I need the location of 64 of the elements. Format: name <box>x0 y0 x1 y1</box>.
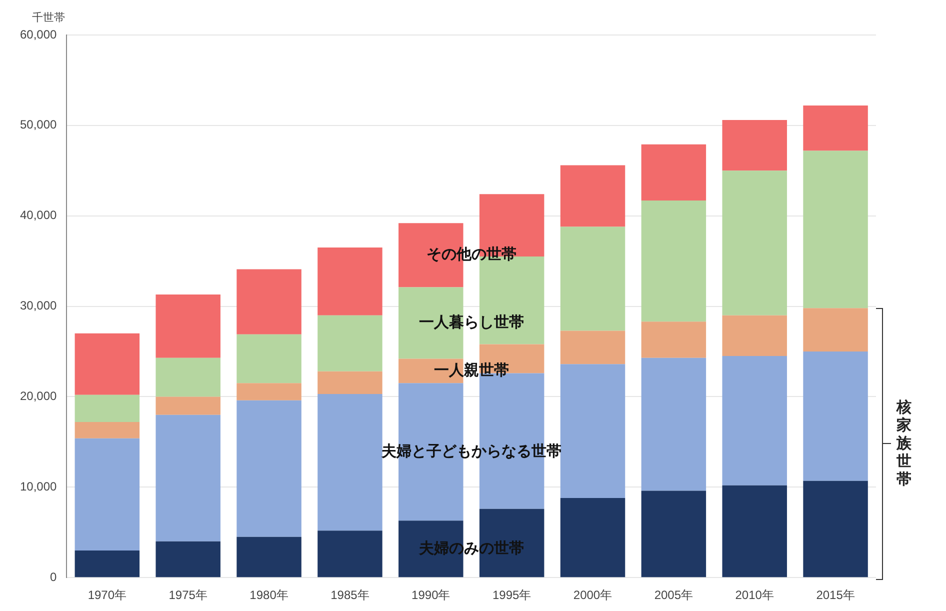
bar <box>641 144 706 200</box>
bar <box>74 438 140 550</box>
x-tick-label: 2015年 <box>816 588 855 602</box>
series-label: 一人暮らし世帯 <box>418 312 524 331</box>
x-tick-label: 2000年 <box>573 588 612 602</box>
bar <box>803 480 868 578</box>
bar <box>74 550 140 578</box>
bar <box>803 308 868 352</box>
bar <box>803 150 868 308</box>
x-tick-label: 1995年 <box>492 588 532 602</box>
bar <box>156 396 220 415</box>
bar <box>318 394 382 531</box>
x-tick-label: 1980年 <box>250 588 288 602</box>
y-axis-title: 千世帯 <box>32 10 65 24</box>
y-tick-label: 30,000 <box>20 298 58 313</box>
bar <box>74 422 140 438</box>
text: 核家族世帯 <box>896 398 912 488</box>
bar <box>641 200 706 322</box>
bar <box>560 330 626 364</box>
bar <box>641 490 706 578</box>
bar <box>479 508 544 578</box>
bar <box>722 315 787 356</box>
bar <box>318 248 382 316</box>
bar <box>156 294 220 358</box>
x-tick-label: 2005年 <box>654 588 694 602</box>
bar <box>560 364 626 498</box>
bar <box>398 358 464 384</box>
bar <box>641 322 706 358</box>
bar <box>236 400 302 537</box>
y-tick-label: 10,000 <box>20 479 58 494</box>
bar <box>560 498 626 578</box>
bar <box>803 352 868 481</box>
bar <box>560 165 626 227</box>
y-tick-label: 0 <box>50 570 58 584</box>
bar <box>722 120 787 171</box>
bar <box>318 530 382 578</box>
y-tick-label: 50,000 <box>20 118 58 132</box>
y-tick-label: 20,000 <box>20 389 58 404</box>
bar <box>236 334 302 384</box>
bar <box>722 170 787 316</box>
bar <box>236 536 302 578</box>
y-tick-label: 40,000 <box>20 208 58 222</box>
bar <box>560 226 626 331</box>
bar <box>156 414 220 542</box>
bar <box>318 371 382 394</box>
bar <box>236 383 302 400</box>
x-tick-label: 2010年 <box>735 588 774 602</box>
x-tick-label: 1990年 <box>412 588 450 602</box>
x-tick-label: 1975年 <box>168 588 208 602</box>
bar <box>74 333 140 395</box>
bar <box>74 394 140 422</box>
bar <box>156 541 220 578</box>
bar <box>722 356 787 486</box>
bar <box>722 485 787 578</box>
bar <box>398 520 464 578</box>
bar <box>641 358 706 491</box>
bar <box>236 269 302 334</box>
x-tick-label: 1985年 <box>330 588 370 602</box>
bar <box>803 106 868 151</box>
bar <box>398 287 464 359</box>
bar <box>318 315 382 372</box>
bar <box>156 358 220 397</box>
y-tick-label: 60,000 <box>20 27 58 42</box>
x-tick-label: 1970年 <box>88 588 127 602</box>
